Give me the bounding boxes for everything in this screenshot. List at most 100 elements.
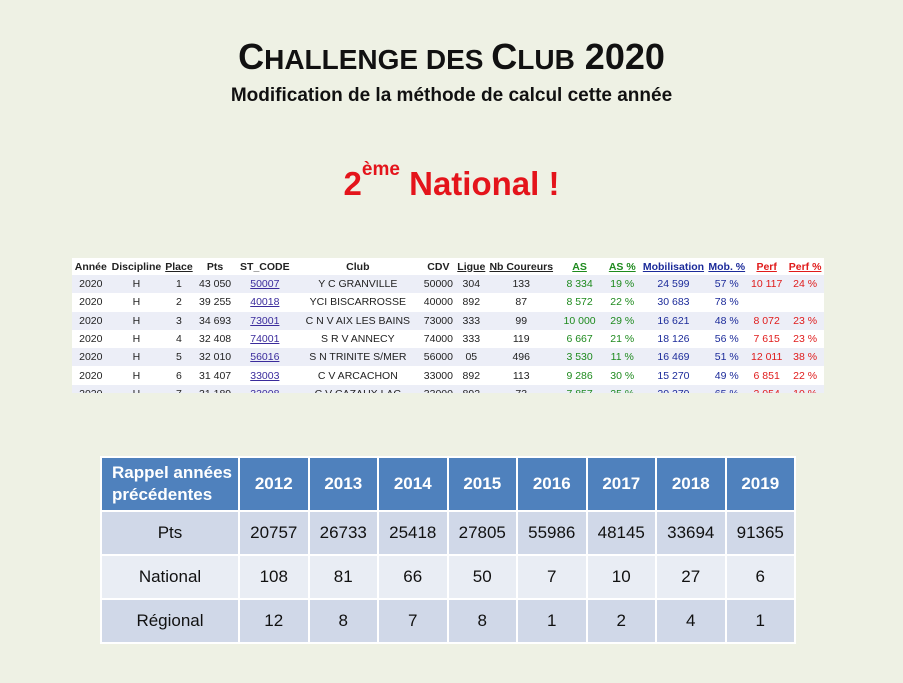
year-header: 2016 (516, 456, 588, 512)
table-row: 2020 H 3 34 693 73001 C N V AIX LES BAIN… (72, 311, 824, 330)
cell-as: 8 572 (555, 293, 604, 312)
cell-perf-pct: 10 % (786, 384, 824, 393)
st-code-link[interactable]: 56016 (235, 348, 295, 367)
cell-perf: 7 615 (747, 329, 787, 349)
cell-mob-pct: 48 % (706, 311, 748, 330)
cell-mob-pct: 78 % (706, 293, 748, 312)
cell-mob-pct: 57 % (706, 275, 748, 294)
cell-discipline: H (109, 329, 164, 349)
cell-pts: 39 255 (194, 293, 236, 312)
col-header-st-code: ST_CODE (240, 260, 290, 273)
cell-ligue: 892 (455, 366, 488, 385)
cell-club: YCI BISCARROSSE (294, 293, 422, 312)
rank-number: 2 (343, 165, 362, 202)
year-header: 2015 (446, 456, 518, 512)
history-row-pts: Pts 20757 26733 25418 27805 55986 48145 … (100, 510, 796, 556)
cell-perf: 8 072 (747, 311, 787, 330)
cell-club: C V ARCACHON (294, 366, 422, 385)
cell-ligue: 333 (455, 329, 488, 349)
table-row: 2020 H 2 39 255 40018 YCI BISCARROSSE 40… (72, 293, 824, 312)
title-year: 2020 (574, 36, 665, 77)
st-code-link[interactable]: 74001 (235, 329, 295, 349)
col-header-mobilisation[interactable]: Mobilisation (642, 260, 705, 273)
cell-mob-pct: 51 % (706, 348, 748, 367)
cell-nb-coureurs: 496 (487, 348, 556, 367)
cell-place: 2 (163, 293, 195, 312)
cell-discipline: H (109, 366, 164, 385)
cell-annee: 2020 (72, 366, 110, 385)
results-header-row: Année Discipline Place Pts ST_CODE Club … (72, 258, 824, 275)
cell-discipline: H (109, 293, 164, 312)
col-header-ligue[interactable]: Ligue (457, 260, 486, 273)
year-header: 2019 (724, 456, 796, 512)
st-code-link[interactable]: 33008 (235, 384, 295, 393)
history-cell: 12 (238, 598, 310, 644)
col-header-as[interactable]: AS (572, 260, 587, 273)
cell-as-pct: 19 % (603, 275, 641, 294)
cell-perf (747, 293, 787, 312)
history-header-label: Rappel années précédentes (100, 456, 240, 512)
cell-mobilisation: 16 469 (640, 348, 707, 367)
cell-perf: 10 117 (747, 275, 787, 294)
history-cell: 20757 (238, 510, 310, 556)
cell-nb-coureurs: 133 (487, 275, 556, 294)
col-header-perf-pct[interactable]: Perf % (788, 260, 822, 273)
cell-nb-coureurs: 119 (487, 329, 556, 349)
cell-pts: 32 010 (194, 348, 236, 367)
cell-as: 8 334 (555, 275, 604, 294)
cell-club: S N TRINITE S/MER (294, 348, 422, 367)
cell-cdv: 33000 (421, 384, 456, 393)
cell-nb-coureurs: 113 (487, 366, 556, 385)
cell-mobilisation: 16 621 (640, 311, 707, 330)
cell-as: 7 857 (555, 384, 604, 393)
history-cell: 1 (516, 598, 588, 644)
st-code-link[interactable]: 40018 (235, 293, 295, 312)
rank-suffix: ème (361, 159, 400, 180)
cell-cdv: 56000 (421, 348, 456, 367)
cell-cdv: 33000 (421, 366, 456, 385)
cell-pts: 32 408 (194, 329, 236, 349)
cell-place: 6 (163, 366, 195, 385)
cell-ligue: 333 (455, 311, 488, 330)
cell-ligue: 892 (455, 384, 488, 393)
year-header: 2013 (307, 456, 379, 512)
cell-pts: 31 189 (194, 384, 236, 393)
cell-annee: 2020 (72, 293, 110, 312)
cell-mobilisation: 18 126 (640, 329, 707, 349)
cell-mob-pct: 56 % (706, 329, 748, 349)
st-code-link[interactable]: 50007 (235, 275, 295, 294)
title-word: HALLENGE DES (264, 44, 492, 75)
cell-ligue: 892 (455, 293, 488, 312)
history-cell: 7 (516, 554, 588, 600)
col-header-nb-coureurs[interactable]: Nb Coureurs (489, 260, 554, 273)
col-header-as-pct[interactable]: AS % (608, 260, 636, 273)
cell-perf-pct: 23 % (786, 311, 824, 330)
history-table: Rappel années précédentes 2012 2013 2014… (100, 456, 796, 644)
cell-perf-pct: 24 % (786, 275, 824, 294)
col-header-perf[interactable]: Perf (756, 260, 777, 273)
col-header-mob-pct[interactable]: Mob. % (708, 260, 746, 273)
title-letter: C (238, 36, 265, 77)
cell-cdv: 74000 (421, 329, 456, 349)
history-cell: 66 (377, 554, 449, 600)
cell-club: Y C GRANVILLE (294, 275, 422, 294)
cell-perf-pct: 38 % (786, 348, 824, 367)
st-code-link[interactable]: 33003 (235, 366, 295, 385)
cell-place: 3 (163, 311, 195, 330)
cell-mobilisation: 20 279 (640, 384, 707, 393)
cell-place: 7 (163, 384, 195, 393)
st-code-link[interactable]: 73001 (235, 311, 295, 330)
cell-as: 10 000 (555, 311, 604, 330)
history-cell: 108 (238, 554, 310, 600)
history-cell: 27805 (446, 510, 518, 556)
cell-mobilisation: 24 599 (640, 275, 707, 294)
col-header-place[interactable]: Place (165, 260, 193, 273)
history-cell: 33694 (655, 510, 727, 556)
cell-as-pct: 29 % (603, 311, 641, 330)
history-header-row: Rappel années précédentes 2012 2013 2014… (100, 456, 796, 512)
cell-as-pct: 22 % (603, 293, 641, 312)
table-row: 2020 H 4 32 408 74001 S R V ANNECY 74000… (72, 329, 824, 349)
cell-cdv: 50000 (421, 275, 456, 294)
cell-perf: 12 011 (747, 348, 787, 367)
cell-nb-coureurs: 99 (487, 311, 556, 330)
